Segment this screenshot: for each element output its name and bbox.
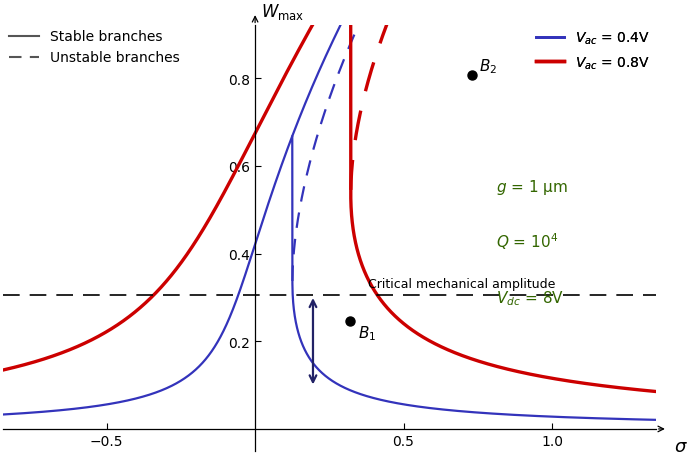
Text: $B_1$: $B_1$	[357, 324, 376, 342]
Text: $Q$ = 10$^4$: $Q$ = 10$^4$	[496, 230, 558, 251]
Text: $B_2$: $B_2$	[480, 57, 497, 75]
Text: Critical mechanical amplitude: Critical mechanical amplitude	[368, 277, 555, 290]
Text: $g$ = 1 μm: $g$ = 1 μm	[496, 178, 568, 197]
Text: $V_{dc}$ = 8V: $V_{dc}$ = 8V	[496, 288, 564, 307]
Text: $W_{\max}$: $W_{\max}$	[261, 2, 304, 22]
Legend: $V_{ac}$ = 0.4V, $V_{ac}$ = 0.8V: $V_{ac}$ = 0.4V, $V_{ac}$ = 0.8V	[530, 25, 655, 77]
Text: $\sigma$: $\sigma$	[674, 437, 687, 455]
